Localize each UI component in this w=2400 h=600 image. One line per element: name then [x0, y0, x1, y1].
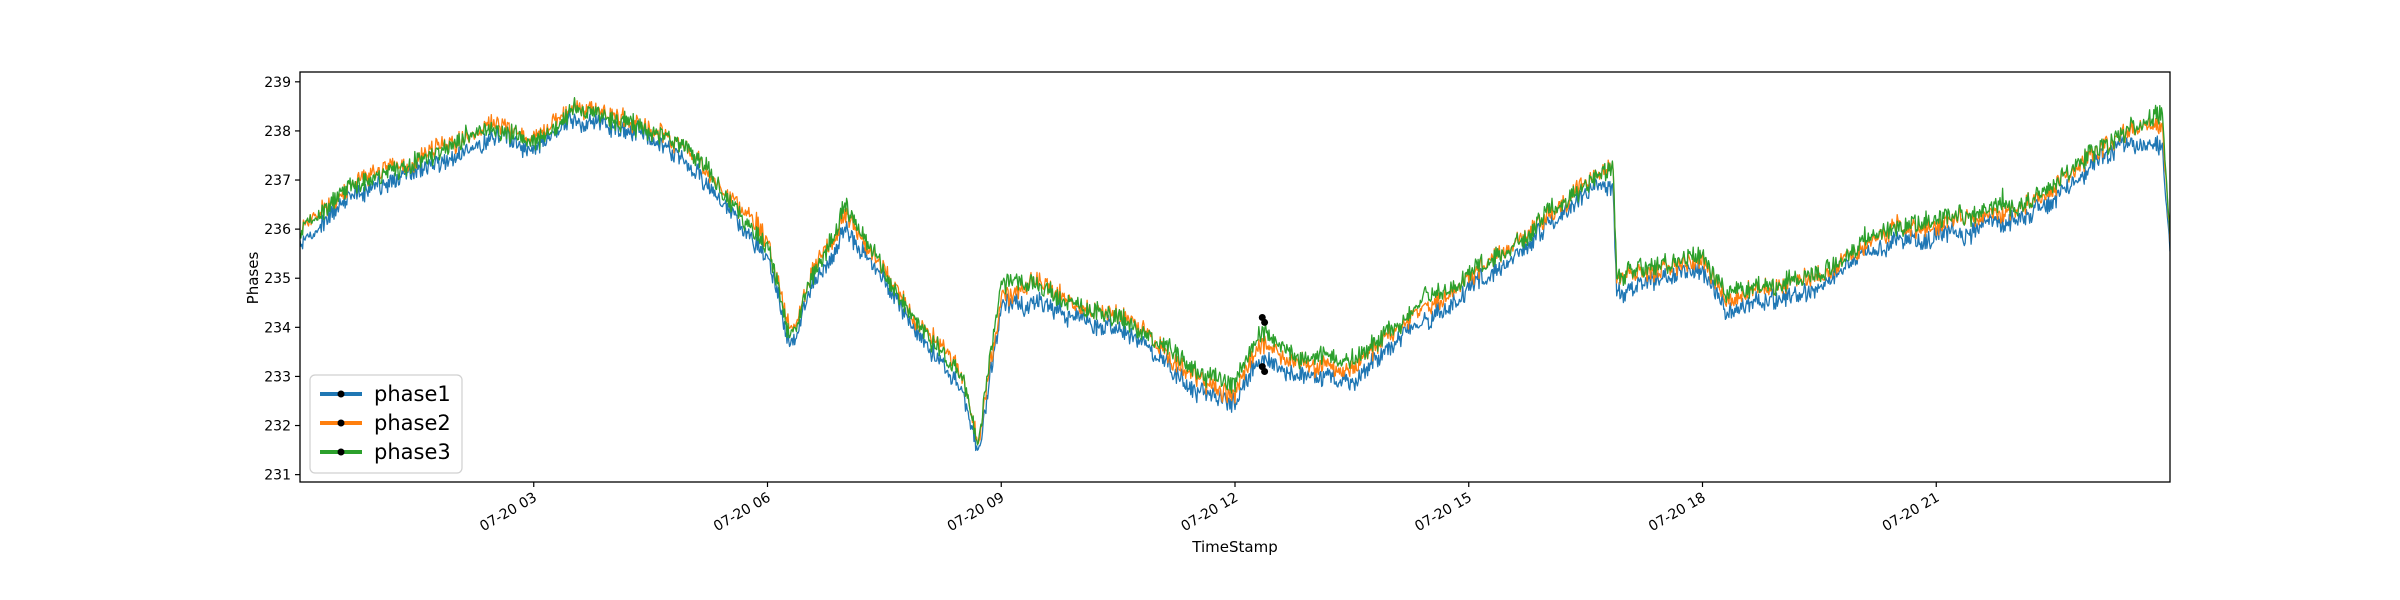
y-tick-label: 231 — [264, 468, 291, 484]
marker-group — [1258, 314, 1269, 376]
phase1-legend-label: phase1 — [374, 382, 451, 406]
marker-point — [1261, 318, 1269, 326]
x-tick-label: 07-20 15 — [1412, 490, 1475, 535]
series-group — [300, 97, 2170, 452]
x-tick-label: 07-20 03 — [477, 490, 540, 535]
y-tick-label: 233 — [264, 369, 291, 385]
x-tick-label: 07-20 09 — [945, 490, 1008, 535]
phase3-legend-marker — [337, 448, 345, 456]
legend-frame — [309, 374, 463, 474]
phase3-legend-label: phase3 — [374, 440, 451, 464]
y-tick-label: 234 — [264, 320, 291, 336]
phase3-line — [300, 97, 2170, 446]
y-tick-label: 235 — [264, 271, 291, 287]
x-tick-label: 07-20 18 — [1646, 490, 1709, 535]
x-axis: 07-20 03 07-20 06 07-20 09 07-20 12 07-20 15… — [477, 482, 1942, 535]
y-axis-label: Phases — [244, 252, 262, 305]
x-tick-label: 07-20 21 — [1880, 490, 1943, 535]
phase2-legend-marker — [337, 419, 345, 427]
phase1-legend-marker — [337, 390, 345, 398]
y-tick-label: 239 — [264, 75, 291, 91]
legend: phase1 phase2 phase3 — [309, 374, 463, 474]
x-tick-label: 07-20 06 — [711, 490, 774, 535]
plot-frame — [299, 71, 2171, 483]
marker-point — [1261, 368, 1269, 376]
y-tick-label: 232 — [264, 419, 291, 435]
y-tick-label: 236 — [264, 222, 291, 238]
x-tick-label: 07-20 12 — [1178, 490, 1241, 535]
y-axis: 231 232 233 234 235 236 237 238 239 — [264, 75, 300, 484]
phase2-legend-label: phase2 — [374, 411, 451, 435]
x-axis-label: TimeStamp — [1191, 538, 1277, 556]
y-tick-label: 238 — [264, 124, 291, 140]
y-tick-label: 237 — [264, 173, 291, 189]
plot-area — [299, 71, 2171, 483]
